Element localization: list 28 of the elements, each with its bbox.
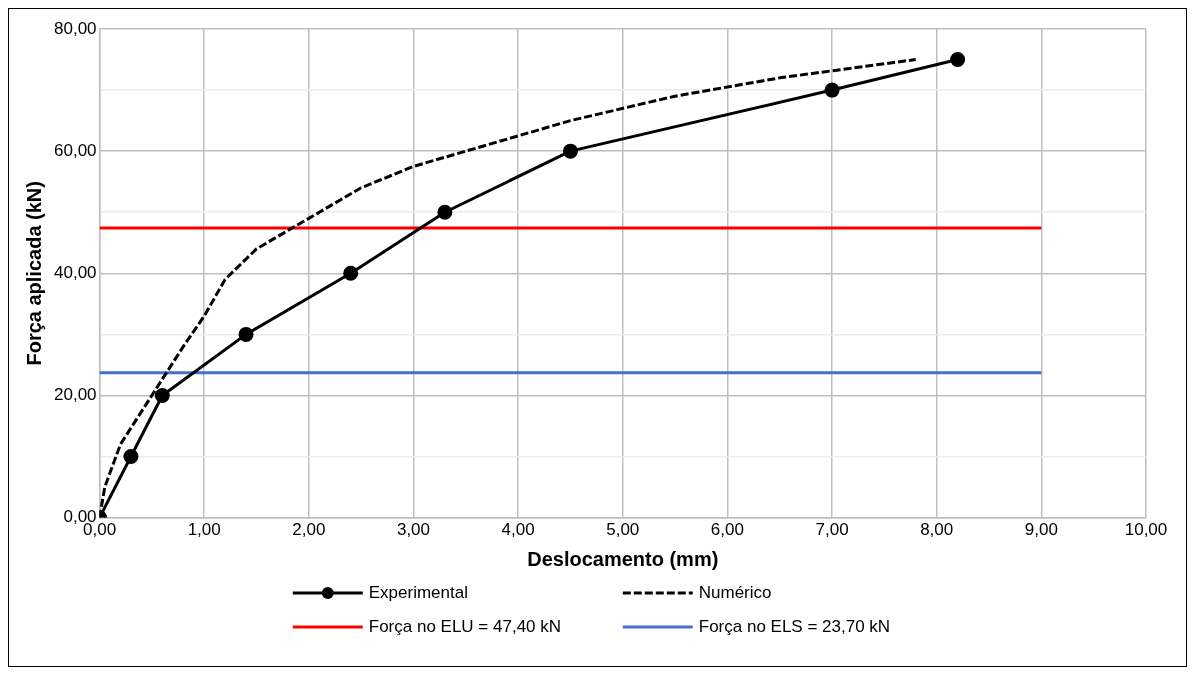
x-tick-label: 9,00 [1024,520,1058,540]
y-tick-label: 20,00 [53,385,97,405]
legend-label: Experimental [368,582,468,602]
y-axis-title: Força aplicada (kN) [22,181,45,366]
y-tick-label: 60,00 [53,140,97,160]
point [343,265,359,281]
point [824,82,840,98]
x-axis-title: Deslocamento (mm) [527,547,719,570]
x-tick-label: 7,00 [815,520,849,540]
y-tick-label: 80,00 [53,18,97,38]
x-tick-label: 3,00 [396,520,431,540]
point [562,143,578,159]
y-tick-label: 40,00 [53,262,97,282]
point [154,387,170,403]
point [950,52,966,68]
x-tick-label: 6,00 [710,520,744,540]
x-tick-label: 4,00 [501,520,535,540]
x-tick-label: 10,00 [1124,520,1168,540]
x-tick-label: 8,00 [920,520,954,540]
legend-label: Numérico [698,582,772,602]
x-tick-label: 1,00 [187,520,221,540]
point [123,449,139,465]
x-tick-label: 5,00 [606,520,640,540]
point [437,204,453,220]
point [238,326,254,342]
legend-label: Força no ELU = 47,40 kN [368,616,562,636]
x-tick-label: 2,00 [292,520,326,540]
legend-label: Força no ELS = 23,70 kN [698,616,891,636]
